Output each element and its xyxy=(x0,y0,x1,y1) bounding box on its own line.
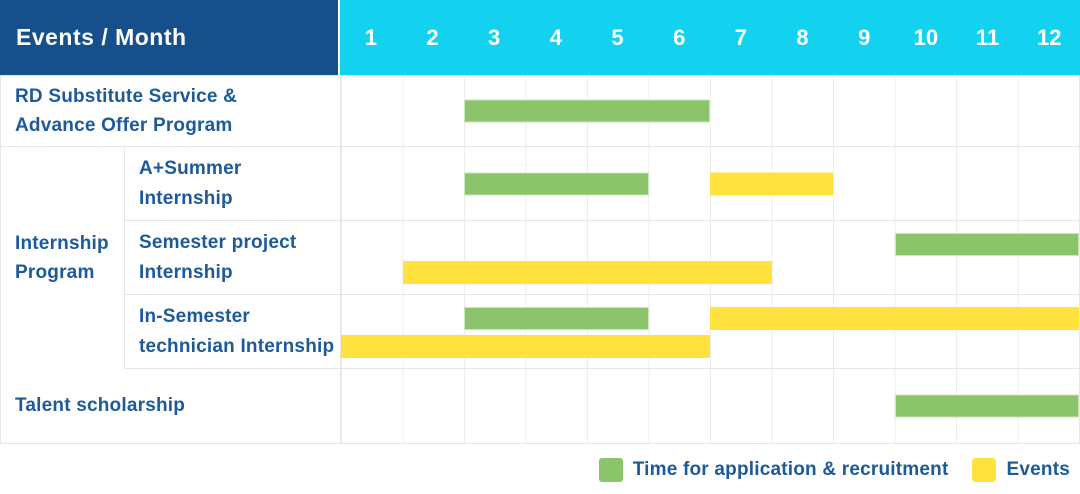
event-bar xyxy=(402,261,772,284)
legend: Time for application & recruitment Event… xyxy=(0,444,1080,494)
month-header-cell: 3 xyxy=(488,24,501,50)
gantt-body: RD Substitute Service & Advance Offer Pr… xyxy=(0,75,1080,444)
application-recruitment-bar xyxy=(894,233,1079,256)
gantt-track-talent-scholarship xyxy=(341,369,1079,443)
month-header-cell: 6 xyxy=(673,24,686,50)
yellow-swatch-icon xyxy=(972,458,997,482)
month-header-cell: 5 xyxy=(611,24,624,50)
month-header-cell: 9 xyxy=(858,24,871,50)
event-bar xyxy=(710,172,833,195)
legend-label-application-recruitment: Time for application & recruitment xyxy=(632,459,949,480)
row-label-a-plus-summer: A+Summer Internship xyxy=(125,147,341,221)
month-header-strip: 1 2 3 4 5 6 7 8 9 10 11 12 xyxy=(340,0,1080,75)
month-header-cell: 7 xyxy=(734,24,747,50)
application-recruitment-bar xyxy=(464,99,710,123)
month-header-cell: 12 xyxy=(1036,24,1062,50)
green-swatch-icon xyxy=(598,458,623,482)
group-label-internship-program: Internship Program xyxy=(1,147,125,369)
month-header-cell: 2 xyxy=(426,24,439,50)
gantt-track-semester-project xyxy=(341,221,1079,295)
legend-item-application-recruitment: Time for application & recruitment xyxy=(598,458,949,482)
legend-item-events: Events xyxy=(972,458,1070,482)
month-header-cell: 11 xyxy=(975,24,1000,50)
application-recruitment-bar xyxy=(464,172,649,195)
gantt-track-rd-substitute xyxy=(341,76,1079,147)
month-header-cell: 1 xyxy=(364,24,377,50)
row-label-in-semester-technician: In-Semester technician Internship xyxy=(125,295,341,369)
row-label-rd-substitute: RD Substitute Service & Advance Offer Pr… xyxy=(1,76,341,147)
event-bar xyxy=(710,307,1079,330)
application-recruitment-bar xyxy=(464,307,649,330)
legend-label-events: Events xyxy=(1006,459,1070,480)
row-label-talent-scholarship: Talent scholarship xyxy=(1,369,341,443)
events-month-header-cell: Events / Month xyxy=(0,0,340,75)
row-label-semester-project: Semester project Internship xyxy=(125,221,341,295)
event-bar xyxy=(341,335,710,358)
application-recruitment-bar xyxy=(894,394,1079,418)
month-header-cell: 8 xyxy=(796,24,809,50)
gantt-track-a-plus-summer xyxy=(341,147,1079,221)
month-header-cell: 4 xyxy=(549,24,562,50)
table-header: Events / Month 1 2 3 4 5 6 7 8 9 10 11 12 xyxy=(0,0,1080,75)
month-header-cell: 10 xyxy=(913,24,939,50)
gantt-track-in-semester-technician xyxy=(341,295,1079,369)
